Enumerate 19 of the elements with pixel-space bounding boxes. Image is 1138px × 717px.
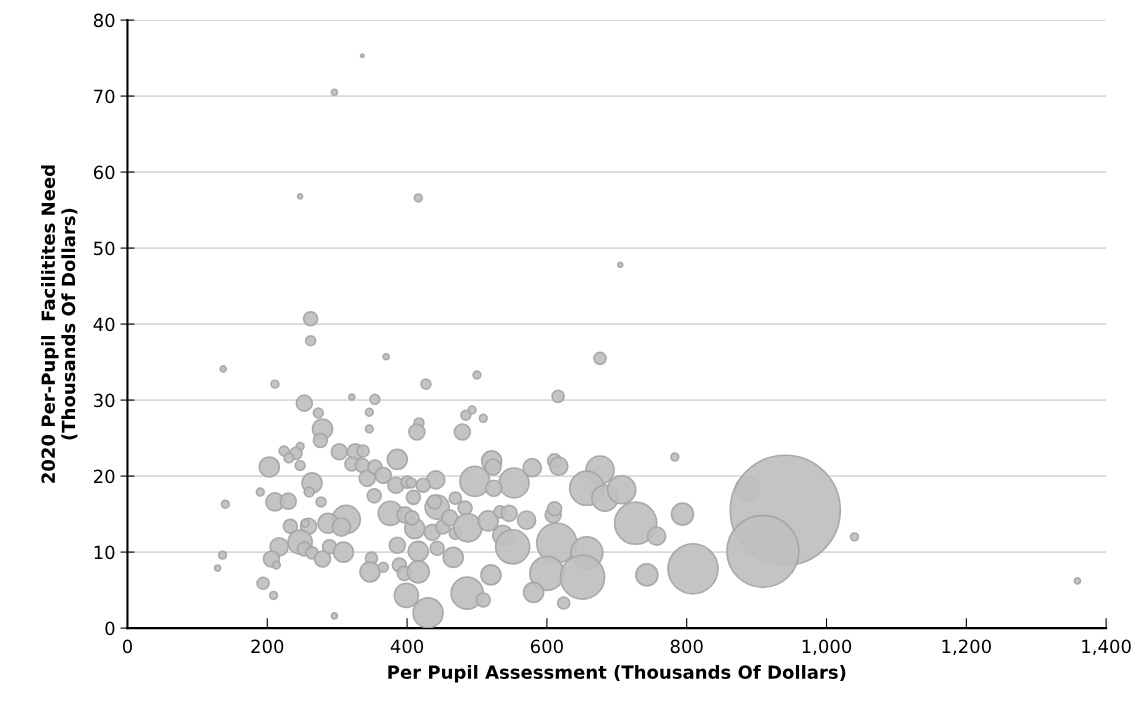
y-tick-label: 20 <box>94 469 115 484</box>
x-tick-label: 1,400 <box>1082 639 1131 656</box>
y-tick-label: 60 <box>93 165 115 180</box>
x-tick-label: 0 <box>122 639 132 654</box>
y-tick-label: 40 <box>93 317 115 332</box>
x-tick-label: 1,200 <box>942 639 991 656</box>
x-tick-label: 1,000 <box>802 639 852 656</box>
y-tick-label: 30 <box>94 393 115 408</box>
y-tick-label: 10 <box>94 545 115 560</box>
x-tick-label: 200 <box>251 639 284 654</box>
y-axis-title: 2020 Per-Pupil Facilitites Need (Thousands Of Dollars) <box>41 165 78 483</box>
x-tick-label: 800 <box>670 639 703 654</box>
x-tick-label: 400 <box>390 639 424 654</box>
x-axis-title: Per Pupil Assessment (Thousands Of Dollars) <box>388 665 846 683</box>
y-tick-label: 0 <box>105 621 115 636</box>
x-tick-label: 600 <box>530 639 563 654</box>
y-tick-label: 70 <box>94 89 115 104</box>
y-tick-label: 50 <box>94 241 115 256</box>
y-tick-label: 80 <box>93 13 115 28</box>
